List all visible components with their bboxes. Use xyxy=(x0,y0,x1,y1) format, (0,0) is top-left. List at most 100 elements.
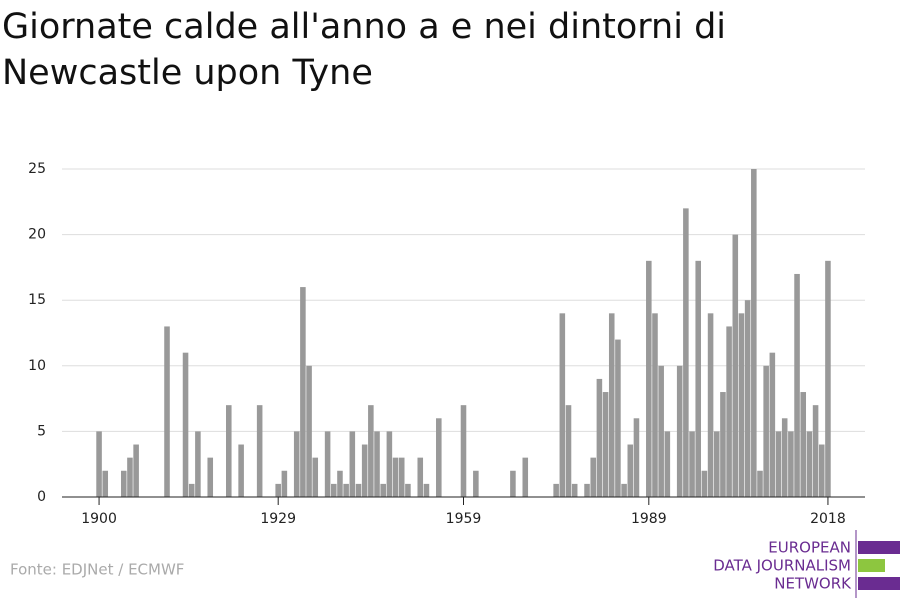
bar xyxy=(324,431,331,497)
logo-bar xyxy=(858,541,900,554)
bar xyxy=(337,470,343,497)
bar xyxy=(256,405,263,497)
bar xyxy=(806,431,813,497)
bar xyxy=(349,431,356,497)
bar xyxy=(96,431,102,497)
bar xyxy=(584,483,590,497)
bar xyxy=(658,365,664,497)
bar xyxy=(361,444,368,497)
bar xyxy=(738,313,745,497)
bar xyxy=(120,470,127,497)
y-tick-label: 0 xyxy=(37,489,46,505)
bar xyxy=(664,431,671,497)
bar xyxy=(726,326,732,497)
bar xyxy=(720,392,726,497)
bar xyxy=(744,300,751,497)
bar xyxy=(312,457,319,497)
bar xyxy=(633,418,640,497)
bar xyxy=(781,418,788,497)
x-tick-label: 1959 xyxy=(446,511,482,527)
bar xyxy=(732,234,739,497)
logo-text: EUROPEAN xyxy=(768,539,851,557)
bar xyxy=(417,457,424,497)
source: Fonte: EDJNet / ECMWF xyxy=(10,561,184,579)
bar xyxy=(553,483,559,497)
bar xyxy=(615,339,621,497)
bar xyxy=(398,457,405,497)
bar xyxy=(473,470,479,497)
bar xyxy=(751,169,757,497)
bar xyxy=(763,365,769,497)
bar xyxy=(608,313,615,497)
x-tick-label: 2018 xyxy=(810,511,846,527)
bar xyxy=(207,457,214,497)
y-tick-label: 10 xyxy=(28,358,46,374)
bar xyxy=(522,457,529,497)
chart-title: Giornate calde all'anno a e nei dintorni… xyxy=(2,7,727,93)
logo-bar xyxy=(858,577,900,590)
bar xyxy=(195,431,201,497)
bar xyxy=(133,444,139,497)
bar xyxy=(386,431,393,497)
y-tick-label: 25 xyxy=(28,161,46,177)
x-tick-label: 1900 xyxy=(81,511,117,527)
logo-bar xyxy=(858,559,885,572)
bar xyxy=(565,405,572,497)
bar xyxy=(559,313,566,497)
bar xyxy=(281,470,288,497)
bar xyxy=(275,483,281,497)
bar xyxy=(775,431,782,497)
bar xyxy=(423,483,430,497)
bar xyxy=(436,418,442,497)
bar xyxy=(794,273,800,497)
bar xyxy=(571,483,578,497)
bar xyxy=(238,444,244,497)
bar xyxy=(590,457,596,497)
bar xyxy=(188,483,195,497)
bar xyxy=(652,313,658,497)
bar xyxy=(646,260,652,497)
bar xyxy=(689,431,695,497)
bar xyxy=(300,287,306,497)
bar xyxy=(225,405,232,497)
bar xyxy=(368,405,374,497)
y-tick-label: 5 xyxy=(37,423,46,439)
bar xyxy=(380,483,386,497)
bar xyxy=(818,444,825,497)
bar xyxy=(812,405,819,497)
bar xyxy=(306,365,312,497)
bar xyxy=(293,431,300,497)
bar xyxy=(102,470,109,497)
bar xyxy=(374,431,380,497)
bar xyxy=(510,470,516,497)
bar xyxy=(695,260,702,497)
bar xyxy=(460,405,467,497)
bar xyxy=(676,365,683,497)
x-tick-label: 1929 xyxy=(260,511,296,527)
bar xyxy=(701,470,708,497)
y-tick-label: 20 xyxy=(28,227,46,243)
bar xyxy=(788,431,794,497)
bar xyxy=(182,352,189,497)
bar xyxy=(355,483,362,497)
bar xyxy=(757,470,763,497)
x-tick-label: 1989 xyxy=(631,511,667,527)
bar xyxy=(683,208,689,498)
bar xyxy=(713,431,720,497)
bar xyxy=(621,483,627,497)
bar xyxy=(343,483,349,497)
bar xyxy=(596,378,603,497)
logo-text: DATA JOURNALISM xyxy=(713,557,851,575)
bar xyxy=(405,483,411,497)
bar xyxy=(392,457,399,497)
bar xyxy=(164,326,170,497)
bar xyxy=(127,457,133,497)
bar xyxy=(800,392,807,497)
y-tick-label: 15 xyxy=(28,292,46,308)
bar xyxy=(602,392,609,497)
bar xyxy=(331,483,337,497)
bar xyxy=(707,313,714,497)
bar xyxy=(769,352,776,497)
